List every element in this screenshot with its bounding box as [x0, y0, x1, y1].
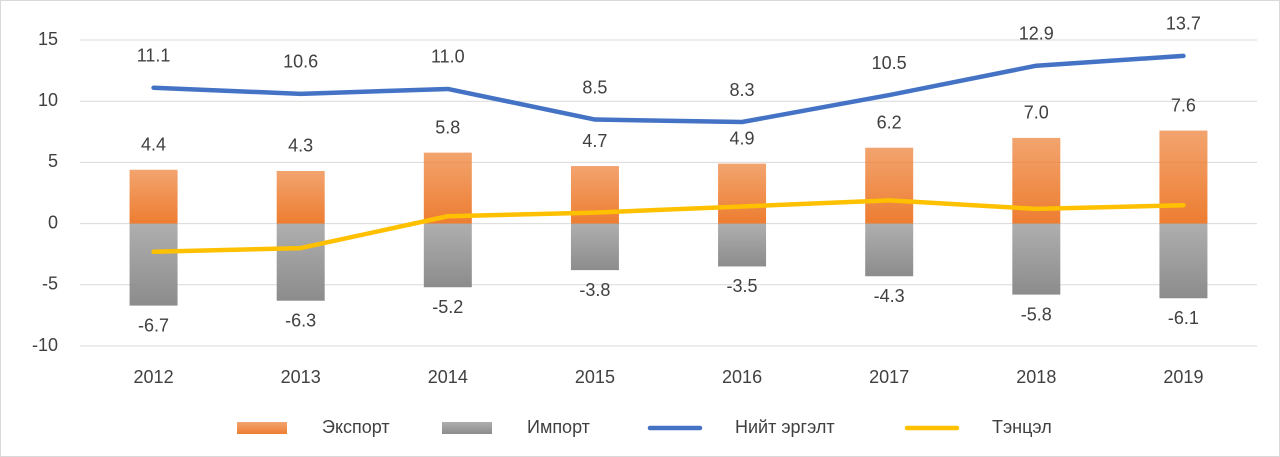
data-label: 10.5	[872, 53, 907, 73]
data-label: 12.9	[1019, 23, 1054, 43]
legend-label: Нийт эргэлт	[735, 417, 835, 437]
data-label: -5.8	[1021, 304, 1052, 324]
x-tick-label: 2014	[428, 367, 468, 387]
bar	[865, 147, 914, 224]
data-label: 11.1	[137, 45, 171, 65]
bar	[129, 223, 178, 306]
data-label: 6.2	[877, 112, 902, 132]
data-label: 8.3	[730, 80, 755, 100]
data-label: 5.8	[435, 117, 460, 137]
data-label: 7.6	[1171, 95, 1196, 115]
bar	[718, 223, 767, 267]
y-tick-label: -5	[42, 274, 58, 294]
bar	[570, 223, 619, 271]
data-label: 8.5	[582, 77, 607, 97]
x-tick-label: 2017	[869, 367, 909, 387]
legend-label: Экспорт	[322, 417, 390, 437]
bar	[423, 152, 472, 224]
data-label: 4.4	[141, 134, 166, 154]
x-tick-label: 2015	[575, 367, 615, 387]
data-label: -5.2	[432, 297, 463, 317]
bar	[423, 223, 472, 288]
bar	[718, 163, 767, 224]
bar	[1159, 223, 1208, 299]
legend-label: Импорт	[527, 417, 590, 437]
x-tick-label: 2016	[722, 367, 762, 387]
y-tick-label: 5	[48, 151, 58, 171]
x-tick-label: 2018	[1016, 367, 1056, 387]
data-label: -3.5	[727, 276, 758, 296]
data-label: 4.7	[582, 131, 607, 151]
y-tick-label: -10	[32, 335, 58, 355]
data-label: -6.3	[285, 310, 316, 330]
x-tick-label: 2012	[134, 367, 174, 387]
x-tick-label: 2013	[281, 367, 321, 387]
x-tick-label: 2019	[1163, 367, 1203, 387]
bar	[1159, 130, 1208, 224]
y-tick-label: 0	[48, 212, 58, 232]
data-label: 13.7	[1166, 14, 1201, 34]
bar	[129, 169, 178, 224]
legend-swatch	[237, 422, 287, 434]
legend-swatch	[442, 422, 492, 434]
data-label: -4.3	[874, 286, 905, 306]
data-label: 4.9	[730, 128, 755, 148]
data-label: -3.8	[579, 280, 610, 300]
line	[151, 53, 1186, 125]
data-label: 4.3	[288, 136, 313, 156]
data-label: 11.0	[431, 47, 465, 67]
line	[151, 198, 1186, 255]
data-label: -6.7	[138, 315, 169, 335]
y-tick-label: 10	[38, 90, 58, 110]
data-label: 7.0	[1024, 103, 1049, 123]
bar	[1012, 223, 1061, 295]
data-label: 10.6	[283, 52, 318, 72]
bar	[276, 170, 325, 224]
y-tick-label: 15	[38, 29, 58, 49]
bar	[276, 223, 325, 301]
data-label: -6.1	[1168, 308, 1199, 328]
legend-label: Тэнцэл	[992, 417, 1052, 437]
bar	[865, 223, 914, 277]
